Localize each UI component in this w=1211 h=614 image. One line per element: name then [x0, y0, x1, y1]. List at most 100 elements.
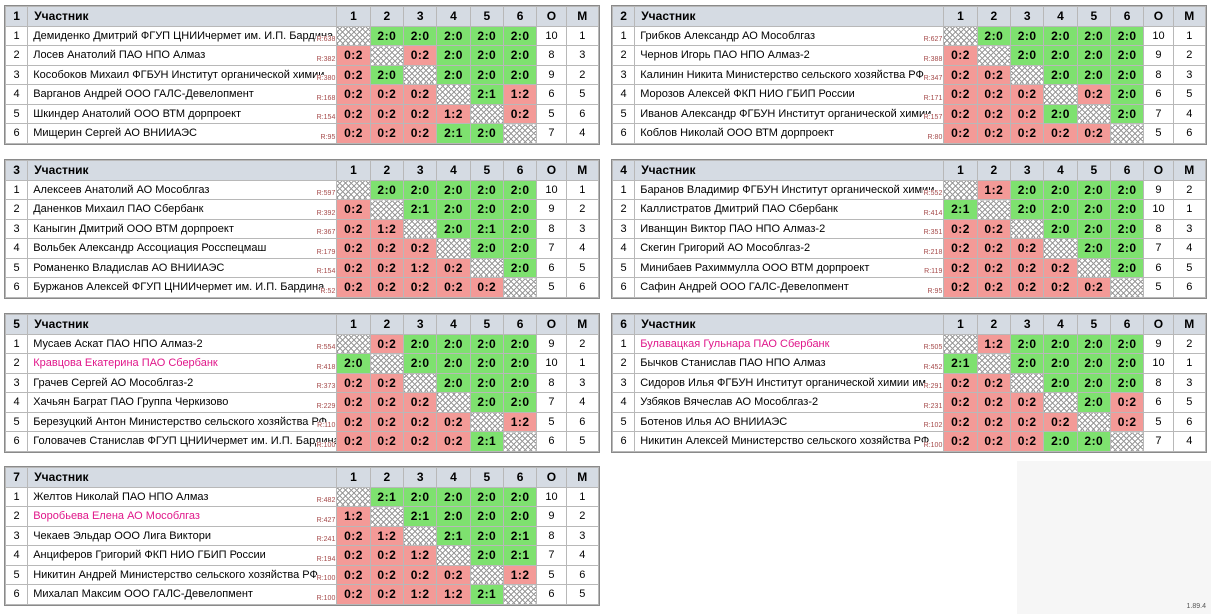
- match-score: 0:2: [369, 84, 405, 105]
- self-match-cell: [469, 103, 504, 124]
- match-score: 2:0: [1109, 103, 1145, 124]
- player-row: 2 Каллистратов Дмитрий ПАО Сбербанк R:414 2…: [611, 199, 1207, 220]
- player-name: Демиденко Дмитрий ФГУП ЦНИИчермет им. И.…: [33, 29, 334, 42]
- match-score: 0:2: [336, 584, 371, 605]
- place-header: М: [1172, 314, 1207, 335]
- participant-header: Участник: [27, 160, 338, 181]
- points-value: 6: [1143, 84, 1174, 105]
- player-row: 4 Морозов Алексей ФКП НИО ГБИП России R:17…: [611, 84, 1207, 105]
- player-row: 2 Даненков Михаил ПАО Сбербанк R:392 0:2 2:1…: [4, 199, 600, 220]
- standings-table: 3 Участник 1 2 3 4 5 6 О М 1 Алексеев Анатолий АО М…: [4, 160, 600, 298]
- match-score: 2:0: [502, 218, 538, 239]
- points-value: 9: [1143, 333, 1174, 354]
- match-score: 2:0: [1109, 199, 1145, 220]
- player-rating: R:392: [315, 209, 336, 218]
- participant-header: Участник: [27, 6, 338, 27]
- opponent-col-header: 3: [1009, 6, 1045, 27]
- match-score: 2:0: [369, 64, 405, 85]
- match-score: 0:2: [336, 372, 371, 393]
- empty-panel: [1017, 461, 1211, 614]
- opponent-col-header: 1: [336, 6, 371, 27]
- place-value: 5: [565, 431, 600, 452]
- place-value: 4: [565, 545, 600, 566]
- match-score: 0:2: [976, 277, 1012, 298]
- place-value: 5: [1172, 392, 1207, 413]
- player-row: 3 Чекаев Эльдар ООО Лига Виктори R:241 0:2 1…: [4, 525, 600, 546]
- match-score: 1:2: [402, 545, 438, 566]
- player-cell: Чернов Игорь ПАО НПО Алмаз-2 R:388: [634, 45, 945, 66]
- player-rating: R:597: [315, 190, 336, 198]
- player-name: Сидоров Илья ФГБУН Институт органической…: [640, 376, 930, 389]
- points-value: 6: [1143, 257, 1174, 278]
- match-score: 0:2: [1009, 84, 1045, 105]
- match-score: 1:2: [502, 411, 538, 432]
- player-rating: R:452: [922, 363, 943, 372]
- player-cell: Даненков Михаил ПАО Сбербанк R:392: [27, 199, 338, 220]
- match-score: 0:2: [1009, 431, 1045, 452]
- match-score: 2:0: [469, 64, 504, 85]
- player-row: 5 Шкиндер Анатолий ООО ВТМ дорпроект R:154…: [4, 103, 600, 124]
- match-score: 2:0: [1109, 218, 1145, 239]
- place-value: 5: [565, 257, 600, 278]
- place-value: 6: [565, 411, 600, 432]
- standings-table: 1 Участник 1 2 3 4 5 6 О М 1 Демиденко Дмитрий ФГУП…: [4, 6, 600, 144]
- player-name: Калинин Никита Министерство сельского хо…: [640, 68, 924, 81]
- opponent-col-header: 5: [469, 314, 504, 335]
- match-score: 0:2: [943, 103, 978, 124]
- match-score: 0:2: [369, 584, 405, 605]
- points-header: О: [536, 314, 567, 335]
- player-name: Каныгин Дмитрий ООО ВТМ дорпроект: [33, 222, 234, 235]
- self-match-cell: [336, 486, 371, 507]
- player-name: Чернов Игорь ПАО НПО Алмаз-2: [640, 49, 810, 62]
- points-value: 5: [1143, 411, 1174, 432]
- place-value: 1: [1172, 199, 1207, 220]
- points-value: 8: [1143, 218, 1174, 239]
- player-row: 5 Березуцкий Антон Министерство сельского…: [4, 411, 600, 432]
- match-score: 0:2: [336, 431, 371, 452]
- match-score: 0:2: [369, 392, 405, 413]
- player-cell: Мищерин Сергей АО ВНИИАЭС R:95: [27, 123, 338, 144]
- match-score: 2:0: [1076, 218, 1111, 239]
- player-number: 6: [611, 277, 636, 298]
- player-row: 5 Иванов Александр ФГБУН Институт органич…: [611, 103, 1207, 124]
- match-score: 0:2: [436, 257, 471, 278]
- player-number: 1: [4, 179, 29, 200]
- match-score: 2:0: [469, 123, 504, 144]
- opponent-col-header: 4: [436, 160, 471, 181]
- player-rating: R:414: [922, 209, 943, 218]
- player-rating: R:638: [315, 36, 336, 44]
- player-rating: R:388: [922, 55, 943, 64]
- match-score: 2:0: [1009, 353, 1045, 374]
- player-number: 6: [4, 584, 29, 605]
- player-cell: Каныгин Дмитрий ООО ВТМ дорпроект R:367: [27, 218, 338, 239]
- player-number: 1: [611, 25, 636, 46]
- self-match-cell: [436, 392, 471, 413]
- player-cell: Морозов Алексей ФКП НИО ГБИП России R:171: [634, 84, 945, 105]
- match-score: 1:2: [502, 84, 538, 105]
- match-score: 0:2: [943, 257, 978, 278]
- self-match-cell: [402, 525, 438, 546]
- player-rating: R:171: [922, 94, 943, 103]
- player-cell: Ботенов Илья АО ВНИИАЭС R:102: [634, 411, 945, 432]
- self-match-cell: [943, 333, 978, 354]
- player-cell: Хачьян Баграт ПАО Группа Черкизово R:229: [27, 392, 338, 413]
- match-score: 0:2: [336, 45, 371, 66]
- place-header: М: [565, 467, 600, 488]
- player-cell: Вольбек Александр Ассоциация Росспецмаш R…: [27, 238, 338, 259]
- match-score: 0:2: [943, 238, 978, 259]
- match-score: 1:2: [976, 333, 1012, 354]
- points-value: 8: [1143, 372, 1174, 393]
- match-score: 2:0: [1043, 45, 1078, 66]
- header-row: 3 Участник 1 2 3 4 5 6 О М: [4, 160, 600, 181]
- player-name: Узбяков Вячеслав АО Мособлгаз-2: [640, 396, 819, 409]
- match-score: 2:0: [436, 25, 471, 46]
- match-score: 0:2: [436, 564, 471, 585]
- match-score: 0:2: [369, 431, 405, 452]
- match-score: 0:2: [436, 411, 471, 432]
- match-score: 2:0: [502, 199, 538, 220]
- points-value: 7: [536, 392, 567, 413]
- match-score: 2:0: [1109, 179, 1145, 200]
- player-row: 4 Скегин Григорий АО Мособлгаз-2 R:218 0:2 0…: [611, 238, 1207, 259]
- points-value: 5: [536, 564, 567, 585]
- match-score: 0:2: [976, 64, 1012, 85]
